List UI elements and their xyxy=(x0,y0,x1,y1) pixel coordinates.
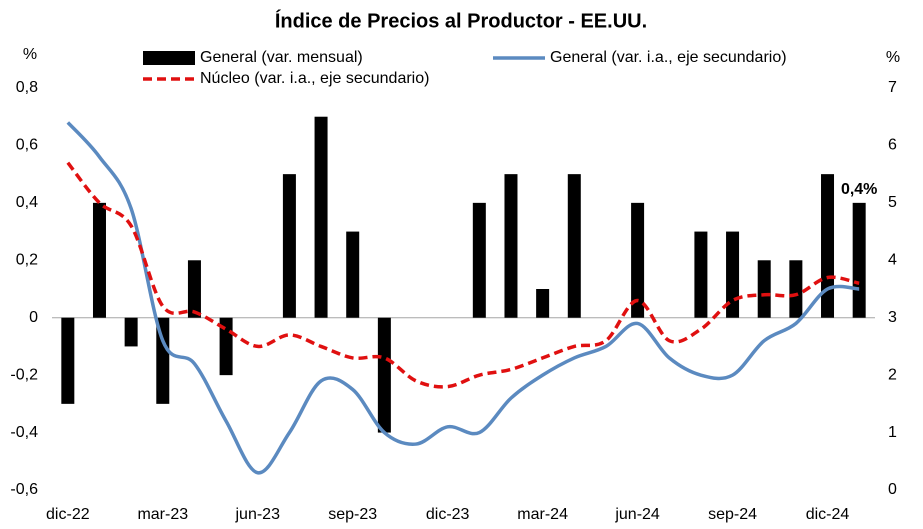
y2-tick-label: 1 xyxy=(888,424,897,441)
legend-label: Núcleo (var. i.a., eje secundario) xyxy=(200,70,429,87)
y-tick-label: -0,4 xyxy=(10,424,38,441)
y-tick-label: 0,6 xyxy=(16,137,38,154)
bar xyxy=(377,317,391,433)
y2-tick-label: 0 xyxy=(888,481,897,498)
x-tick-label: mar-23 xyxy=(137,506,188,523)
legend-label: General (var. i.a., eje secundario) xyxy=(550,49,787,66)
data-label: 0,4% xyxy=(841,181,877,198)
x-tick-label: sep-24 xyxy=(708,506,757,523)
x-tick-label: sep-23 xyxy=(328,506,377,523)
bar xyxy=(187,260,201,318)
bar xyxy=(631,202,645,318)
y-tick-label: -0,6 xyxy=(10,481,38,498)
bar xyxy=(852,202,866,318)
y2-tick-label: 2 xyxy=(888,366,897,383)
x-tick-label: jun-24 xyxy=(614,506,660,523)
y-tick-label: 0,2 xyxy=(16,252,38,269)
y-axis-label: % xyxy=(23,46,37,63)
y-tick-label: 0,4 xyxy=(16,194,38,211)
bar xyxy=(821,174,835,318)
bar xyxy=(124,317,138,347)
x-tick-label: dic-23 xyxy=(426,506,470,523)
bar xyxy=(789,260,803,318)
bar xyxy=(346,231,360,318)
y2-tick-label: 3 xyxy=(888,309,897,326)
y2-tick-label: 7 xyxy=(888,79,897,96)
bar xyxy=(92,202,106,318)
bar xyxy=(504,174,518,318)
y2-tick-label: 4 xyxy=(888,252,897,269)
general-line xyxy=(66,121,860,475)
x-tick-label: dic-24 xyxy=(806,506,850,523)
x-tick-label: jun-23 xyxy=(235,506,281,523)
x-tick-label: dic-22 xyxy=(46,506,90,523)
legend-label: General (var. mensual) xyxy=(200,49,363,66)
bar xyxy=(314,116,328,318)
chart-title: Índice de Precios al Productor - EE.UU. xyxy=(275,9,647,32)
bar xyxy=(694,231,708,318)
bar xyxy=(757,260,771,318)
core-line xyxy=(66,161,860,389)
x-tick-label: mar-24 xyxy=(517,506,568,523)
y2-axis-label: % xyxy=(886,49,900,66)
bar xyxy=(61,317,75,404)
bar xyxy=(536,289,550,318)
y2-tick-label: 6 xyxy=(888,137,897,154)
y-tick-label: -0,2 xyxy=(10,366,38,383)
bar xyxy=(472,202,486,318)
y-tick-label: 0 xyxy=(29,309,38,326)
y-tick-label: 0,8 xyxy=(16,79,38,96)
bar xyxy=(567,174,581,318)
y2-tick-label: 5 xyxy=(888,194,897,211)
bar xyxy=(282,174,296,318)
bar xyxy=(156,317,170,404)
bar xyxy=(726,231,740,318)
legend-swatch xyxy=(143,51,195,65)
